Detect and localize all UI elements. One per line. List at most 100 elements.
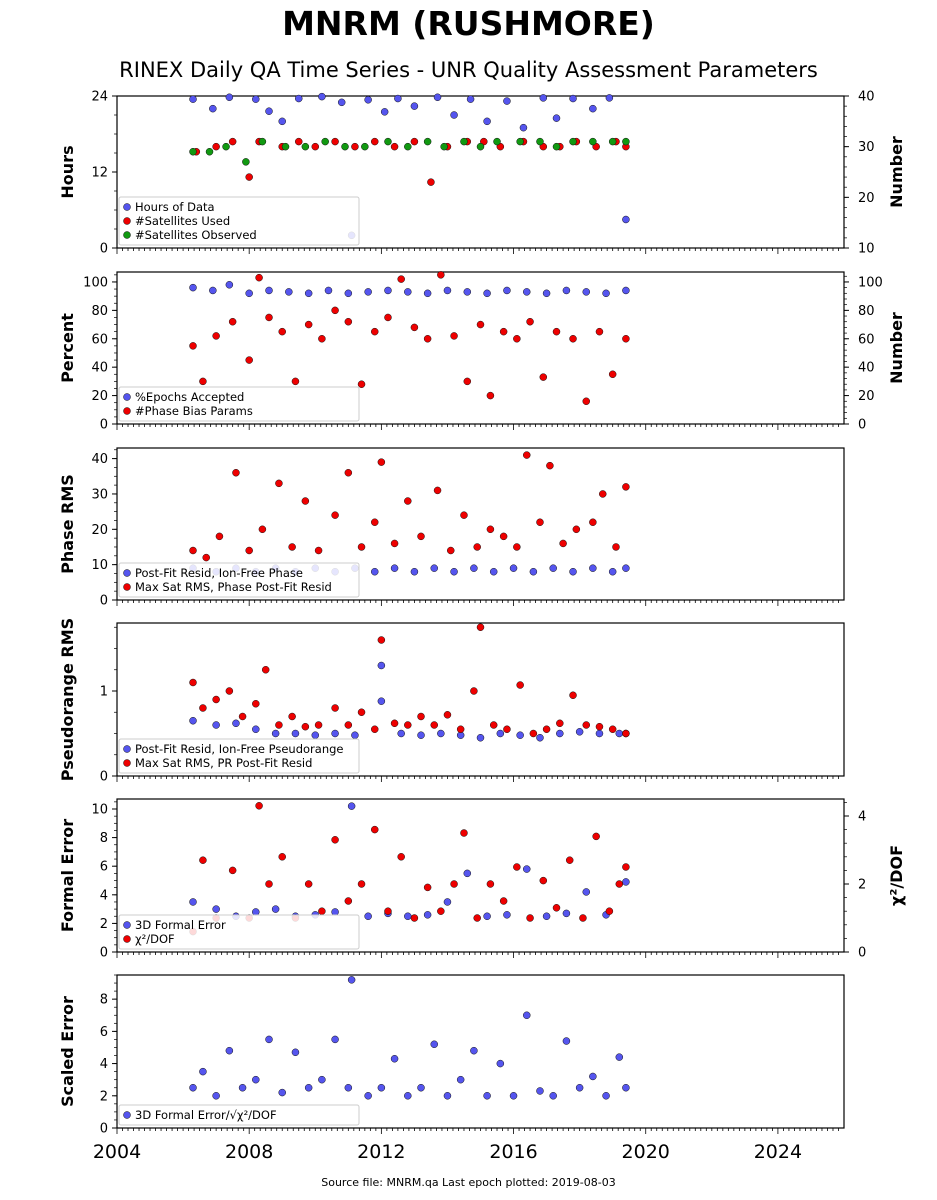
data-point-blue xyxy=(562,1037,571,1045)
data-point-blue xyxy=(536,1087,544,1095)
data-point-red xyxy=(288,712,296,721)
data-point-red xyxy=(486,525,495,534)
data-point-red xyxy=(357,880,366,888)
data-point-blue xyxy=(542,912,551,921)
data-point-green xyxy=(440,142,448,151)
data-point-blue xyxy=(483,1092,491,1100)
data-point-blue xyxy=(364,96,372,104)
data-point-blue xyxy=(470,1046,478,1055)
data-point-red xyxy=(371,518,379,526)
data-point-red xyxy=(569,691,577,699)
data-point-red xyxy=(423,883,432,892)
data-point-red xyxy=(397,853,405,861)
data-point-red xyxy=(331,306,339,315)
data-point-blue xyxy=(390,1054,399,1063)
data-point-red xyxy=(579,914,587,922)
data-point-blue xyxy=(582,888,590,896)
data-point-blue xyxy=(463,288,472,296)
data-point-red xyxy=(390,142,399,151)
data-point-red xyxy=(417,532,425,541)
data-point-red xyxy=(430,721,438,729)
data-point-blue xyxy=(463,869,472,878)
y2-tick-label: 80 xyxy=(858,304,875,319)
data-point-blue xyxy=(397,729,405,738)
data-point-blue xyxy=(252,1075,260,1084)
x-tick-label: 2012 xyxy=(357,1141,405,1163)
data-point-blue xyxy=(430,1040,438,1049)
data-point-blue xyxy=(364,288,372,296)
data-point-green xyxy=(423,137,432,146)
y2-tick-label: 2 xyxy=(858,878,866,893)
data-point-red xyxy=(569,335,577,343)
legend-box xyxy=(118,914,360,950)
data-point-red xyxy=(565,856,574,864)
data-point-red xyxy=(228,317,237,326)
data-point-red xyxy=(427,178,435,186)
data-point-red xyxy=(255,802,263,810)
legend-label: 3D Formal Error xyxy=(135,918,226,932)
data-point-red xyxy=(288,543,296,551)
data-point-blue xyxy=(232,719,240,728)
data-point-red xyxy=(423,335,432,343)
y2-axis-label: Number xyxy=(887,312,906,384)
data-point-blue xyxy=(529,567,538,576)
y2-tick-label: 0 xyxy=(858,946,866,961)
legend-label: Post-Fit Resid, Ion-Free Pseudorange xyxy=(135,742,343,756)
y-tick-label: 2 xyxy=(100,1089,108,1104)
data-point-blue xyxy=(536,734,544,742)
data-point-red xyxy=(476,623,485,631)
data-point-red xyxy=(351,142,359,151)
data-point-red xyxy=(615,880,624,888)
data-point-red xyxy=(301,722,310,731)
y-tick-label: 4 xyxy=(100,1057,108,1072)
data-point-red xyxy=(552,327,561,336)
data-point-blue xyxy=(509,1092,518,1100)
data-point-red xyxy=(582,397,590,406)
data-point-blue xyxy=(466,95,475,103)
data-point-green xyxy=(384,137,392,146)
y2-tick-label: 20 xyxy=(858,191,875,206)
data-point-blue xyxy=(523,288,531,296)
data-point-blue xyxy=(562,909,571,918)
data-point-blue xyxy=(622,1083,630,1092)
data-point-red xyxy=(529,729,538,738)
data-point-blue xyxy=(351,731,359,739)
y-tick-label: 0 xyxy=(100,1122,108,1137)
legend-marker xyxy=(123,759,131,767)
data-point-blue xyxy=(285,288,293,296)
data-point-green xyxy=(622,137,630,146)
y-tick-label: 0 xyxy=(100,594,108,609)
x-tick-label: 2004 xyxy=(93,1141,141,1163)
data-point-red xyxy=(582,721,590,729)
data-point-green xyxy=(242,158,250,166)
y-tick-label: 6 xyxy=(100,1025,108,1040)
data-point-blue xyxy=(470,564,478,572)
data-point-blue xyxy=(622,878,630,886)
data-point-red xyxy=(608,370,617,379)
data-point-blue xyxy=(569,567,577,576)
data-point-blue xyxy=(344,1083,353,1092)
data-point-red xyxy=(265,313,273,322)
data-point-red xyxy=(371,327,379,336)
data-point-blue xyxy=(516,731,524,739)
data-point-red xyxy=(397,275,405,283)
data-point-red xyxy=(552,904,561,912)
data-point-red xyxy=(212,332,220,340)
y-tick-label: 0 xyxy=(100,242,108,257)
data-point-blue xyxy=(602,1092,610,1100)
y-tick-label: 40 xyxy=(91,361,108,376)
legend-label: 3D Formal Error/√χ²/DOF xyxy=(135,1108,277,1122)
data-point-blue xyxy=(417,1083,425,1092)
data-point-red xyxy=(447,546,455,555)
data-point-green xyxy=(321,137,329,146)
data-point-red xyxy=(238,712,247,721)
data-point-red xyxy=(599,490,607,498)
data-point-blue xyxy=(238,1083,247,1092)
data-point-blue xyxy=(265,1035,273,1044)
y-tick-label: 0 xyxy=(100,770,108,785)
data-point-red xyxy=(344,721,353,729)
data-point-blue xyxy=(443,1092,452,1100)
data-point-blue xyxy=(189,898,197,906)
legend-box xyxy=(118,196,360,246)
data-point-red xyxy=(523,451,531,459)
